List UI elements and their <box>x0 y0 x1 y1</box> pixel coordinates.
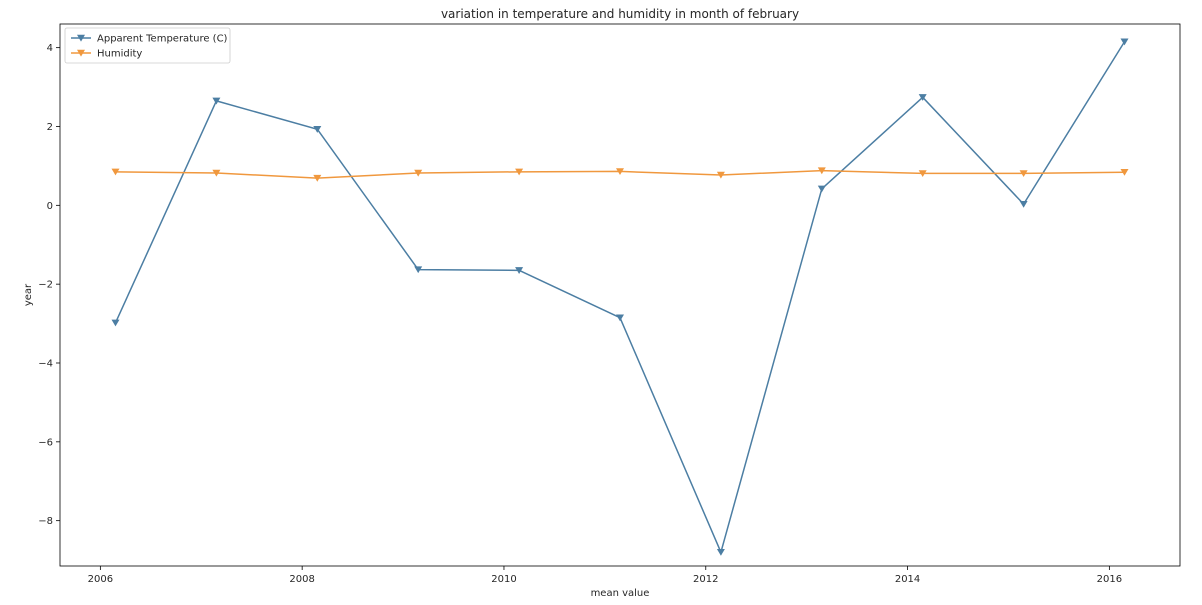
y-tick-label: 4 <box>47 43 53 54</box>
y-axis: −8 −6 −4 −2 0 2 4 <box>38 43 60 527</box>
x-tick-label: 2008 <box>289 574 314 585</box>
legend-box <box>64 27 231 64</box>
legend-item: Humidity <box>71 49 142 60</box>
x-axis-label: mean value <box>591 588 650 599</box>
y-tick-label: −2 <box>38 280 53 291</box>
data-point <box>716 549 725 556</box>
data-point <box>212 169 221 177</box>
series-1 <box>111 167 1129 182</box>
data-point <box>414 169 423 177</box>
plot-frame <box>59 23 1181 567</box>
data-point <box>817 185 826 193</box>
data-point <box>1019 200 1028 208</box>
legend-marker <box>77 49 85 57</box>
x-axis: 2006 2008 2010 2012 2014 2016 <box>88 566 1122 585</box>
legend-label: Apparent Temperature (C) <box>97 34 228 45</box>
plot-area <box>59 23 1181 567</box>
data-point <box>716 171 725 179</box>
data-point <box>212 97 221 105</box>
legend-marker <box>77 34 85 42</box>
series-line <box>114 41 1126 553</box>
x-tick-label: 2010 <box>491 574 516 585</box>
data-point <box>414 266 423 274</box>
x-tick-label: 2016 <box>1097 574 1122 585</box>
data-point <box>111 168 120 176</box>
series-layer <box>111 38 1129 556</box>
data-point <box>918 94 927 101</box>
legend-label: Humidity <box>97 49 142 60</box>
legend-item: Apparent Temperature (C) <box>71 34 228 45</box>
series-0 <box>111 38 1129 556</box>
data-point <box>616 168 624 176</box>
legend: Apparent Temperature (C) Humidity <box>64 27 231 64</box>
data-point <box>313 174 322 182</box>
data-point <box>515 168 524 176</box>
data-point <box>515 267 524 274</box>
y-tick-label: −8 <box>38 516 53 527</box>
data-point <box>817 167 826 175</box>
chart-title: variation in temperature and humidity in… <box>441 7 799 21</box>
x-tick-label: 2012 <box>693 574 718 585</box>
data-point <box>313 126 322 133</box>
data-point <box>918 170 927 177</box>
data-point <box>616 314 624 322</box>
y-tick-label: 2 <box>47 122 53 133</box>
data-point <box>1120 169 1129 176</box>
y-tick-label: 0 <box>47 201 53 212</box>
data-point <box>1019 170 1028 177</box>
y-tick-label: −4 <box>38 358 53 369</box>
data-point <box>111 319 120 327</box>
x-tick-label: 2006 <box>88 574 113 585</box>
y-tick-label: −6 <box>38 437 53 448</box>
data-point <box>1120 38 1129 46</box>
y-axis-label: year <box>23 283 34 306</box>
x-tick-label: 2014 <box>895 574 920 585</box>
